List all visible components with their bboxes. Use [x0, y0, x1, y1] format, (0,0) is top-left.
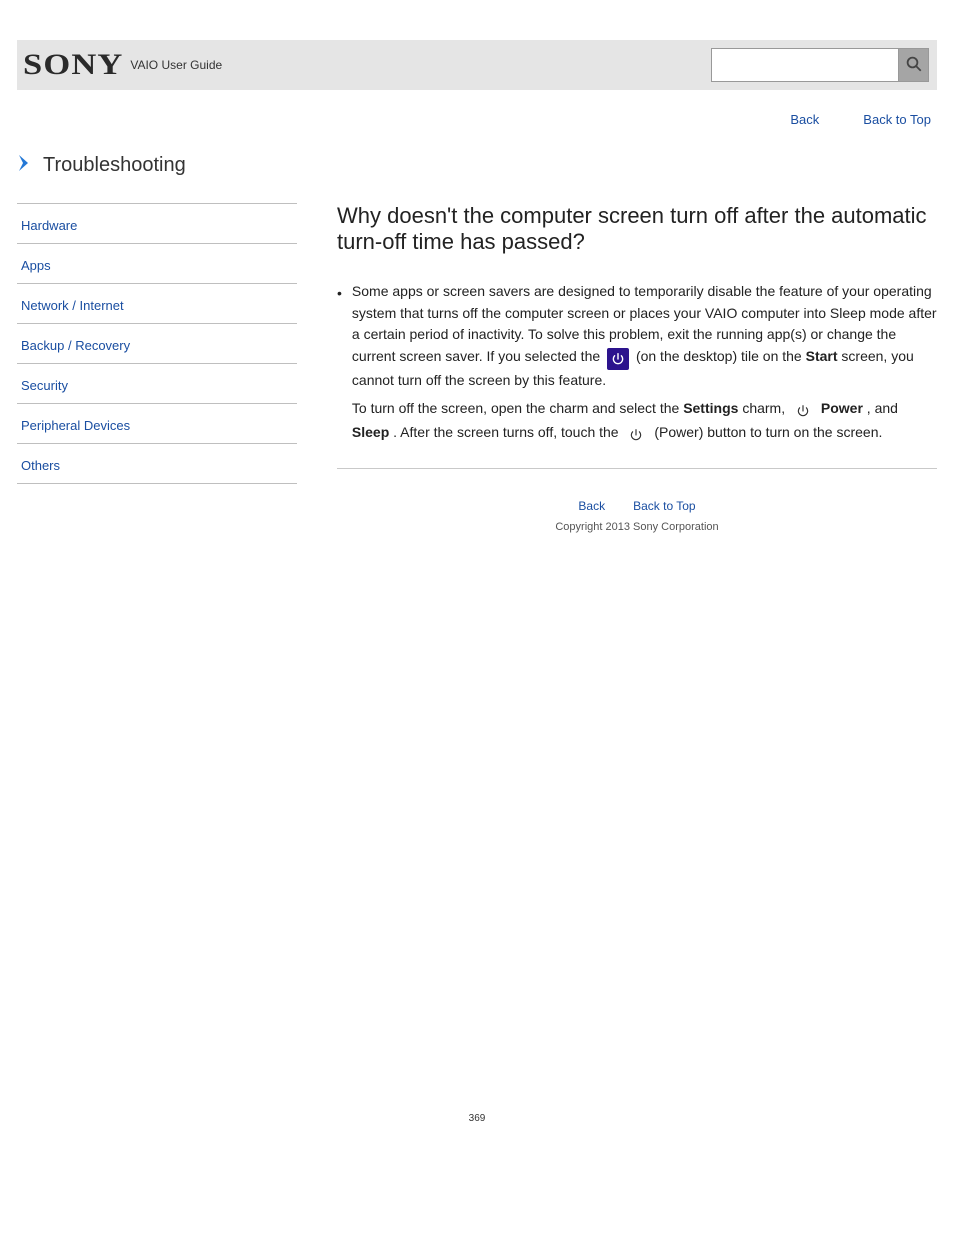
sidebar-item-apps[interactable]: Apps — [17, 244, 297, 284]
t2h: (Power) button to turn on the screen. — [654, 424, 882, 440]
copyright: Copyright 2013 Sony Corporation — [337, 521, 937, 533]
bullet-icon: • — [337, 281, 342, 446]
section-title: Troubleshooting — [43, 154, 186, 177]
article-divider — [337, 468, 937, 469]
top-nav-back[interactable]: Back — [790, 112, 819, 127]
sidebar-item-others[interactable]: Others — [17, 444, 297, 484]
power-outline-icon-1 — [792, 400, 814, 422]
footer-link-back[interactable]: Back — [578, 499, 605, 513]
t2f: Sleep — [352, 424, 389, 440]
main-content: Why doesn't the computer screen turn off… — [337, 203, 937, 533]
footer-link-top[interactable]: Back to Top — [633, 499, 695, 513]
footer-links: Back Back to Top — [337, 499, 937, 513]
sidebar-item-peripheral[interactable]: Peripheral Devices — [17, 404, 297, 444]
body-columns: Hardware Apps Network / Internet Backup … — [17, 203, 937, 533]
sidebar-item-hardware[interactable]: Hardware — [17, 203, 297, 244]
power-outline-icon-2 — [625, 424, 647, 446]
sony-logo: SONY — [23, 48, 123, 82]
t2e: , and — [867, 400, 898, 416]
t2d: Power — [821, 400, 863, 416]
page-root: SONY VAIO User Guide Back Back to Top — [17, 0, 937, 1144]
search-group — [711, 48, 929, 82]
sidebar-item-backup[interactable]: Backup / Recovery — [17, 324, 297, 364]
sidebar-item-network[interactable]: Network / Internet — [17, 284, 297, 324]
page-number: 369 — [17, 1113, 937, 1144]
top-nav: Back Back to Top — [17, 90, 937, 153]
t1b: (on the desktop) tile on the — [636, 348, 806, 364]
product-name: VAIO User Guide — [130, 58, 222, 72]
sidebar: Hardware Apps Network / Internet Backup … — [17, 203, 297, 533]
t2b: Settings — [683, 400, 738, 416]
sidebar-item-security[interactable]: Security — [17, 364, 297, 404]
t2a: To turn off the screen, open the charm a… — [352, 400, 683, 416]
power-tile-icon — [607, 348, 629, 370]
search-input[interactable] — [711, 48, 899, 82]
t1c: Start — [806, 348, 838, 364]
search-button[interactable] — [899, 48, 929, 82]
search-icon — [905, 55, 923, 76]
article-title: Why doesn't the computer screen turn off… — [337, 203, 937, 255]
chevron-right-icon — [17, 153, 33, 177]
header-bar: SONY VAIO User Guide — [17, 40, 937, 90]
article-body: • Some apps or screen savers are designe… — [337, 281, 937, 446]
article-text: Some apps or screen savers are designed … — [352, 281, 937, 446]
t2g: . After the screen turns off, touch the — [393, 424, 622, 440]
t2c: charm, — [742, 400, 789, 416]
section-heading: Troubleshooting — [17, 153, 937, 177]
top-nav-back-to-top[interactable]: Back to Top — [863, 112, 931, 127]
